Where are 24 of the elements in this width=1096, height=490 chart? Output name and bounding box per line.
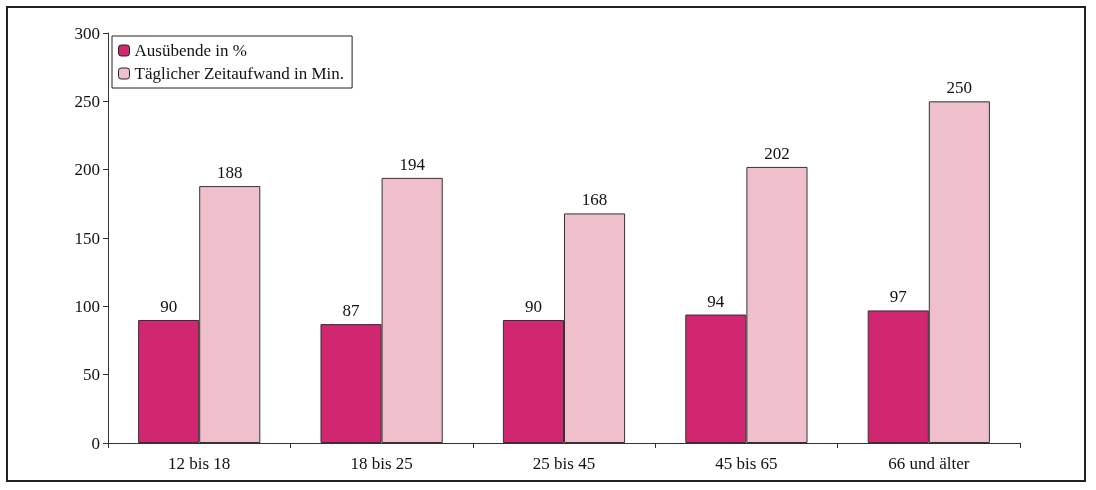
data-label: 97 <box>889 287 908 307</box>
legend-label: Täglicher Zeitaufwand in Min. <box>134 64 345 83</box>
data-label: 87 <box>342 301 361 321</box>
data-label: 94 <box>707 291 725 311</box>
data-label: 202 <box>764 143 790 163</box>
x-tick-label: 12 bis 18 <box>168 454 231 473</box>
y-tick-label: 250 <box>74 91 100 111</box>
x-tick-label: 66 und älter <box>888 454 970 473</box>
x-tick-label: 45 bis 65 <box>715 454 778 473</box>
data-label: 90 <box>524 297 542 316</box>
data-label: 90 <box>160 297 178 316</box>
y-tick-label: 50 <box>83 365 100 385</box>
data-label: 168 <box>581 190 608 210</box>
y-tick-label: 200 <box>74 160 100 180</box>
y-tick-label: 0 <box>91 433 100 453</box>
x-tick-label: 18 bis 25 <box>350 454 413 473</box>
legend-label: Ausübende in % <box>134 41 247 60</box>
y-tick-label: 300 <box>74 23 100 43</box>
y-tick-label: 150 <box>74 228 100 248</box>
y-tick-label: 100 <box>74 296 100 316</box>
data-label: 188 <box>217 163 243 183</box>
x-tick-label: 25 bis 45 <box>532 454 596 473</box>
data-label: 250 <box>946 78 973 98</box>
data-label: 194 <box>399 154 426 174</box>
